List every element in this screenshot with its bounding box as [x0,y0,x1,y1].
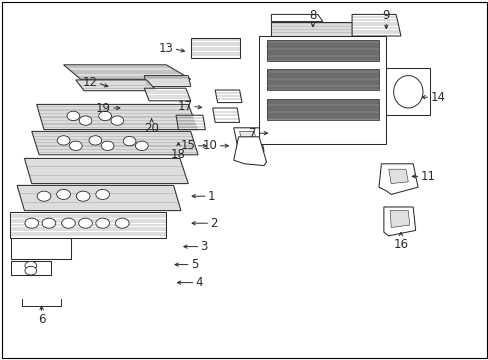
Text: 1: 1 [207,190,215,203]
Circle shape [37,191,51,201]
Circle shape [61,218,75,228]
Polygon shape [76,80,156,91]
Polygon shape [10,212,166,238]
Polygon shape [212,108,239,122]
Text: 8: 8 [308,9,316,22]
Polygon shape [266,40,378,61]
Polygon shape [386,68,429,115]
Polygon shape [215,90,242,103]
Polygon shape [389,211,409,228]
Polygon shape [378,164,417,194]
Polygon shape [190,38,239,58]
Polygon shape [233,128,264,151]
Text: 4: 4 [195,276,203,289]
Polygon shape [11,261,51,275]
Circle shape [96,218,109,228]
Circle shape [99,111,111,121]
Circle shape [79,218,92,228]
Text: 17: 17 [177,100,192,113]
Circle shape [57,136,70,145]
Polygon shape [24,158,188,184]
Circle shape [79,116,92,125]
Polygon shape [388,169,407,184]
Polygon shape [351,14,400,36]
Text: 11: 11 [420,170,435,183]
Polygon shape [259,36,386,144]
Polygon shape [383,207,415,236]
Polygon shape [176,115,205,130]
Polygon shape [144,88,190,101]
Polygon shape [233,137,266,166]
Text: 5: 5 [190,258,198,271]
Circle shape [101,141,114,150]
Text: 6: 6 [38,313,45,326]
Text: 20: 20 [144,122,159,135]
Circle shape [25,261,37,270]
Text: 19: 19 [96,102,111,114]
Circle shape [115,218,129,228]
Circle shape [96,189,109,199]
Text: 14: 14 [429,91,445,104]
Ellipse shape [393,76,422,108]
Polygon shape [32,131,198,155]
Polygon shape [271,14,322,22]
Circle shape [67,111,80,121]
Polygon shape [239,131,257,148]
Text: 18: 18 [171,148,185,161]
Polygon shape [271,22,351,36]
Circle shape [135,141,148,150]
Text: 16: 16 [393,238,407,251]
Polygon shape [11,238,71,259]
Circle shape [111,116,123,125]
Text: 9: 9 [382,9,389,22]
Circle shape [76,191,90,201]
Circle shape [69,141,82,150]
Circle shape [25,266,37,275]
Polygon shape [144,76,190,86]
Polygon shape [17,185,181,211]
Circle shape [42,218,56,228]
Polygon shape [37,104,198,130]
Polygon shape [266,99,378,120]
Text: 2: 2 [210,217,217,230]
Circle shape [25,218,39,228]
Text: 10: 10 [203,139,217,152]
Circle shape [57,189,70,199]
Polygon shape [266,69,378,90]
Text: 15: 15 [181,139,195,152]
Text: 3: 3 [200,240,207,253]
Text: 7: 7 [249,127,256,140]
Polygon shape [63,65,190,79]
Text: 12: 12 [82,76,98,89]
Circle shape [89,136,102,145]
Circle shape [123,136,136,146]
Text: 13: 13 [159,42,173,55]
